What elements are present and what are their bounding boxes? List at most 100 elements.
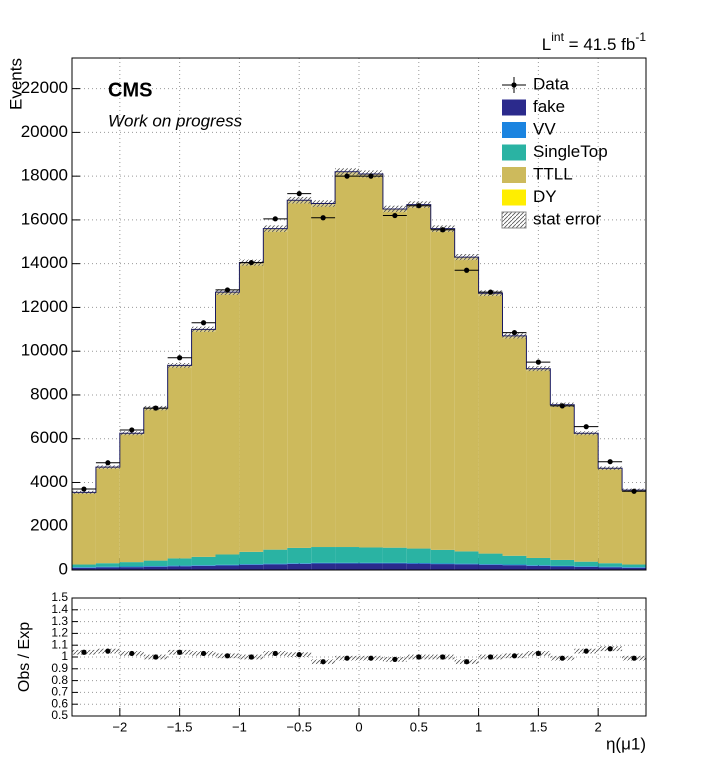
- ratio-point: [535, 650, 541, 657]
- y-tick-label: 0.9: [51, 661, 68, 675]
- stack-segment: [502, 565, 527, 570]
- y-tick-label: 0.8: [51, 673, 68, 687]
- stack-segment: [287, 200, 312, 548]
- data-point: [224, 287, 231, 293]
- stack-segment: [359, 563, 383, 570]
- stack-segment: [359, 174, 383, 548]
- stack-segment: [454, 564, 479, 570]
- stack-segment: [239, 564, 264, 570]
- data-point: [511, 329, 518, 336]
- stack-segment: [359, 547, 383, 563]
- stack-segment: [72, 567, 96, 568]
- legend-swatch: [502, 189, 526, 206]
- x-tick-label: 1.5: [529, 719, 547, 734]
- ratio-pad: 0.50.60.70.80.911.11.21.31.41.5−2 −1.5 −1−…: [16, 590, 647, 753]
- data-point: [368, 173, 374, 179]
- stack-segment: [72, 567, 96, 570]
- lumi-label: Lint = 41.5 fb-1: [542, 30, 647, 54]
- ratio-point: [129, 650, 135, 657]
- data-point: [200, 320, 207, 326]
- extra-label: Work on progress: [108, 111, 243, 130]
- ratio-point: [105, 648, 111, 654]
- stack-segment: [215, 565, 240, 570]
- stack-segment: [406, 548, 431, 563]
- frame: [71, 57, 647, 571]
- stack-segment: [215, 564, 240, 566]
- stack-segment: [550, 565, 575, 567]
- ratio-point: [368, 655, 374, 661]
- stack-segment: [119, 566, 144, 568]
- x-axis-title: η(μ1): [606, 734, 646, 753]
- stack-outline: [72, 171, 646, 493]
- y-tick-label: 18000: [21, 166, 68, 185]
- stack-segment: [526, 565, 551, 570]
- y-tick-label: 22000: [21, 78, 68, 97]
- ratio-point: [392, 656, 398, 662]
- stack-segment: [478, 564, 503, 570]
- stack-segment: [382, 563, 407, 570]
- stack-segment: [406, 205, 431, 549]
- stack-segment: [167, 365, 192, 559]
- data-point: [535, 359, 541, 365]
- stack-segment: [119, 567, 144, 570]
- ratio-point: [344, 655, 350, 661]
- data-point: [583, 424, 589, 430]
- legend-swatch: [502, 144, 526, 161]
- data-point: [607, 459, 613, 465]
- stack-segment: [335, 547, 359, 563]
- stack-segment: [239, 551, 264, 565]
- y-tick-label: 4000: [30, 472, 68, 491]
- ratio-point: [631, 655, 637, 661]
- ratio-point: [81, 649, 87, 655]
- data-point: [129, 427, 135, 433]
- stack-segment: [143, 408, 168, 561]
- stack-segment: [382, 209, 407, 548]
- lumi-part: = 41.5 fb: [564, 35, 635, 54]
- stack-segment: [574, 566, 599, 567]
- stack-segment: [263, 563, 288, 565]
- stack-segment: [622, 567, 646, 570]
- x-tick-label: 2: [595, 719, 602, 734]
- data-point: [464, 267, 470, 273]
- data-point: [631, 488, 637, 494]
- ratio-point: [511, 653, 518, 659]
- data-point: [559, 403, 565, 409]
- y-tick-label: 1.4: [51, 602, 68, 616]
- lumi-part: int: [551, 30, 564, 44]
- ratio-point: [464, 659, 470, 665]
- legend-swatch: [502, 99, 526, 116]
- stack-segment: [311, 547, 336, 563]
- stack-segment: [478, 553, 503, 565]
- stack-segment: [239, 564, 264, 565]
- data-point: [440, 227, 446, 233]
- stack-segment: [191, 329, 216, 557]
- stack-segment: [430, 229, 455, 550]
- stack-segment: [598, 468, 623, 564]
- data-point: [487, 289, 494, 295]
- y-tick-label: 20000: [21, 122, 68, 141]
- ratio-point: [440, 654, 446, 660]
- y-tick-label: 0: [59, 559, 68, 578]
- stack-segment: [430, 563, 455, 565]
- stack-segment: [311, 563, 336, 570]
- stack-segment: [72, 492, 96, 565]
- stack-segment: [191, 565, 216, 566]
- stack-segment: [574, 433, 599, 562]
- stack-segment: [215, 292, 240, 555]
- stack-segment: [598, 563, 623, 567]
- x-tick-label: 0: [355, 719, 362, 734]
- lumi-part: L: [542, 35, 551, 54]
- stack-segment: [143, 566, 168, 567]
- stack-segment: [526, 565, 551, 566]
- stack-segment: [502, 336, 527, 556]
- stack-segment: [454, 563, 479, 565]
- stack-segment: [598, 567, 623, 570]
- stack-segment: [263, 229, 288, 550]
- stack-segment: [335, 563, 359, 570]
- stack-segment: [550, 559, 575, 566]
- stack-segment: [287, 563, 312, 570]
- y-tick-label: 0.6: [51, 696, 68, 710]
- data-point: [416, 203, 422, 209]
- stack-segment: [95, 467, 120, 564]
